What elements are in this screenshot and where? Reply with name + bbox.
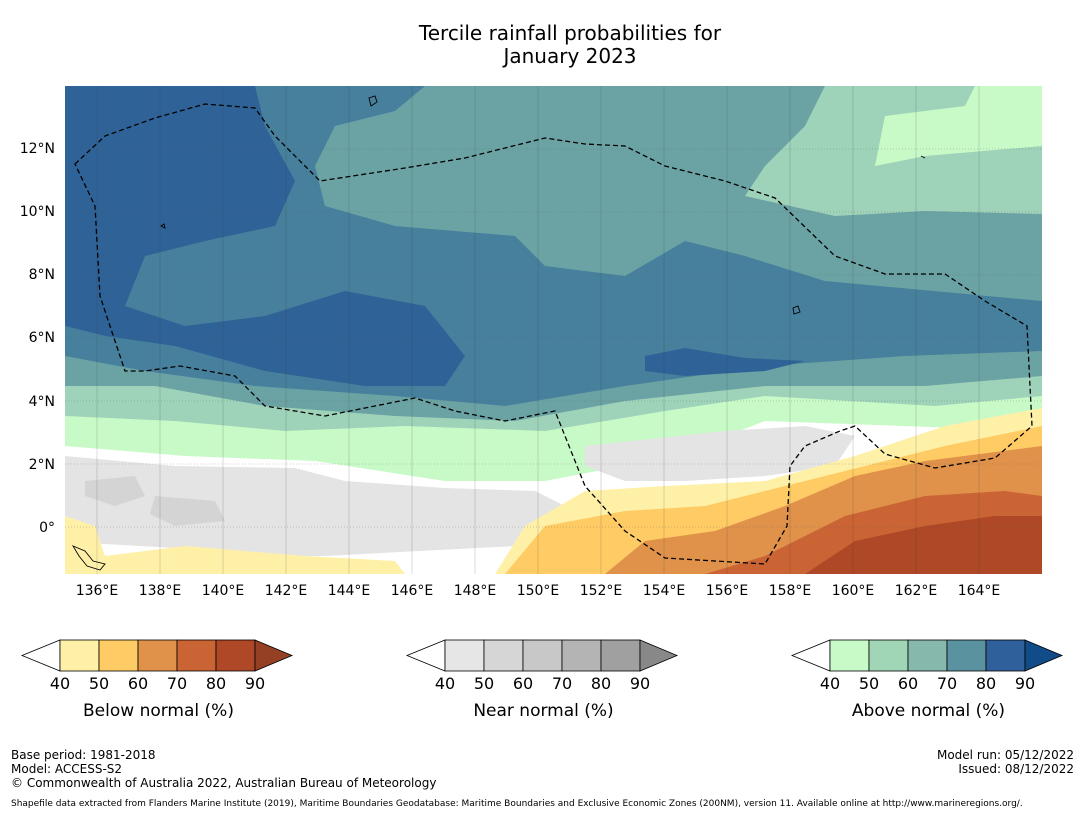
legend-tick: 90 [630, 675, 650, 693]
legend-tick: 50 [859, 675, 879, 693]
legend-tick: 40 [50, 675, 70, 693]
model-name: Model: ACCESS-S2 [11, 762, 436, 776]
copyright: © Commonwealth of Australia 2022, Austra… [11, 776, 436, 790]
colorbar-segment [601, 640, 640, 671]
lon-label-154e: 154°E [643, 583, 686, 599]
legend-tick: 80 [976, 675, 996, 693]
legend-tick: 60 [898, 675, 918, 693]
legend-tick: 60 [513, 675, 533, 693]
footer-left: Base period: 1981-2018 Model: ACCESS-S2 … [11, 748, 436, 790]
colorbar-low-extension [792, 640, 830, 671]
title-line-1: Tercile rainfall probabilities for [0, 22, 1085, 45]
legend-tick: 60 [128, 675, 148, 693]
legend-label-near: Near normal (%) [406, 701, 681, 721]
lat-label-12n: 12°N [20, 141, 55, 157]
colorbar-segment [445, 640, 484, 671]
lat-label-4n: 4°N [29, 394, 55, 410]
colorbar-segment [830, 640, 869, 671]
colorbar-below [21, 638, 296, 674]
lon-label-148e: 148°E [454, 583, 497, 599]
colorbar-segment [138, 640, 177, 671]
footer-right: Model run: 05/12/2022 Issued: 08/12/2022 [937, 748, 1074, 776]
lon-label-146e: 146°E [391, 583, 434, 599]
colorbar-near [406, 638, 681, 674]
legend-tick: 90 [1015, 675, 1035, 693]
lon-label-158e: 158°E [769, 583, 812, 599]
shapefile-source: Shapefile data extracted from Flanders M… [11, 799, 1023, 810]
issued-date: Issued: 08/12/2022 [937, 762, 1074, 776]
colorbar-low-extension [407, 640, 445, 671]
map-svg [65, 86, 1042, 574]
legend-tick: 40 [820, 675, 840, 693]
lat-label-8n: 8°N [29, 267, 55, 283]
colorbar-segment [99, 640, 138, 671]
colorbar-segment [986, 640, 1025, 671]
lon-label-152e: 152°E [580, 583, 623, 599]
legend-tick: 70 [167, 675, 187, 693]
colorbar-high-extension [1025, 640, 1062, 671]
legend-tick: 70 [552, 675, 572, 693]
colorbar-segment [60, 640, 99, 671]
legend-label-below: Below normal (%) [21, 701, 296, 721]
colorbar-segment [216, 640, 255, 671]
lat-label-0: 0° [39, 520, 55, 536]
colorbar-above [791, 638, 1066, 674]
title-line-2: January 2023 [0, 45, 1085, 68]
colorbar-segment [869, 640, 908, 671]
model-run: Model run: 05/12/2022 [937, 748, 1074, 762]
lon-label-162e: 162°E [895, 583, 938, 599]
legend-tick: 80 [206, 675, 226, 693]
colorbar-segment [484, 640, 523, 671]
colorbar-segment [177, 640, 216, 671]
lon-label-136e: 136°E [76, 583, 119, 599]
lon-label-150e: 150°E [517, 583, 560, 599]
legend-label-above: Above normal (%) [791, 701, 1066, 721]
colorbar-segment [947, 640, 986, 671]
legend-tick: 80 [591, 675, 611, 693]
legend-tick: 40 [435, 675, 455, 693]
base-period: Base period: 1981-2018 [11, 748, 436, 762]
lon-label-160e: 160°E [832, 583, 875, 599]
legend-tick: 50 [474, 675, 494, 693]
lon-label-144e: 144°E [328, 583, 371, 599]
lon-label-156e: 156°E [706, 583, 749, 599]
legend-tick: 50 [89, 675, 109, 693]
colorbar-low-extension [22, 640, 60, 671]
legend-tick: 70 [937, 675, 957, 693]
colorbar-segment [523, 640, 562, 671]
lon-label-140e: 140°E [202, 583, 245, 599]
lat-label-2n: 2°N [29, 457, 55, 473]
lat-label-6n: 6°N [29, 330, 55, 346]
lon-label-142e: 142°E [265, 583, 308, 599]
map-title: Tercile rainfall probabilities for Janua… [0, 22, 1085, 68]
colorbar-segment [908, 640, 947, 671]
lon-label-164e: 164°E [958, 583, 1001, 599]
lon-label-138e: 138°E [139, 583, 182, 599]
colorbar-segment [562, 640, 601, 671]
colorbar-high-extension [255, 640, 292, 671]
legend-tick: 90 [245, 675, 265, 693]
lat-label-10n: 10°N [20, 204, 55, 220]
colorbar-high-extension [640, 640, 677, 671]
rainfall-probability-map [65, 86, 1042, 574]
